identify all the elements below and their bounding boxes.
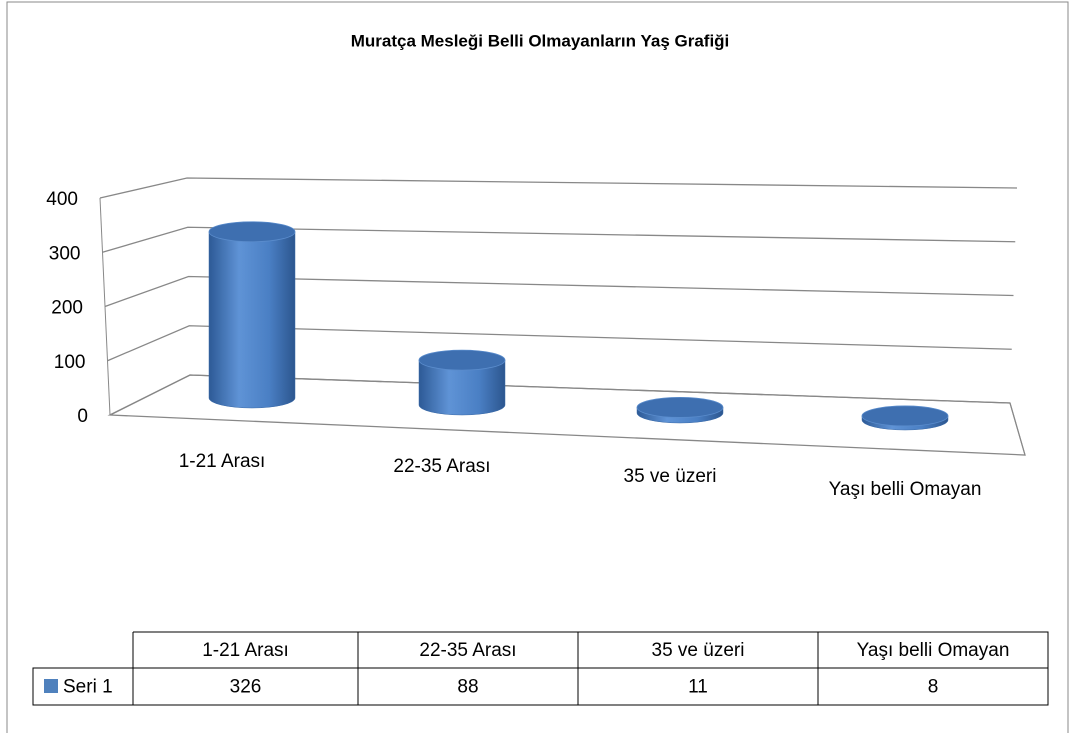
table-value: 11	[688, 677, 708, 698]
cylinder-top	[208, 221, 296, 243]
table-header: Yaşı belli Omayan	[857, 640, 1010, 661]
table-grid	[32, 631, 1049, 706]
grid-line	[109, 374, 1011, 416]
cylinder-body	[418, 359, 506, 416]
cylinder-top	[418, 349, 506, 371]
cylinder-top	[636, 396, 724, 418]
x-tick-label: 22-35 Arası	[393, 456, 490, 477]
grid-line	[104, 275, 1014, 308]
grid-line	[99, 177, 1018, 199]
legend-label: Seri 1	[63, 677, 113, 698]
table-value: 88	[457, 677, 478, 698]
table-header: 22-35 Arası	[419, 640, 516, 661]
legend-key	[44, 679, 58, 693]
cylinder-top	[861, 405, 949, 427]
y-tick-label: 300	[49, 243, 81, 264]
chart-title: Muratça Mesleği Belli Olmayanların Yaş G…	[351, 31, 730, 50]
x-tick-label: 1-21 Arası	[179, 451, 266, 472]
y-tick-label: 400	[46, 189, 78, 210]
table-value: 8	[928, 677, 939, 698]
table-header: 1-21 Arası	[202, 640, 289, 661]
table-header: 35 ve üzeri	[652, 640, 745, 661]
cylinder-body	[208, 231, 296, 409]
y-tick-label: 0	[77, 406, 88, 427]
grid-line	[107, 325, 1012, 362]
plot-area: 0 100 200 300 400 1-21 Arası 22-35 Arası 35 ve …	[46, 177, 1026, 500]
y-axis	[99, 197, 111, 416]
floor-edge	[1009, 402, 1026, 456]
y-tick-label: 200	[51, 298, 83, 319]
y-tick-label: 100	[54, 352, 86, 373]
x-tick-label: 35 ve üzeri	[624, 466, 717, 487]
chart-frame	[6, 1, 1069, 738]
table-value: 326	[230, 677, 262, 698]
grid-line	[102, 226, 1016, 253]
data-table: 1-21 Arası 326 22-35 Arası 88 35 ve üzeri 11 Y…	[32, 631, 1049, 706]
x-tick-label: Yaşı belli Omayan	[829, 479, 982, 500]
